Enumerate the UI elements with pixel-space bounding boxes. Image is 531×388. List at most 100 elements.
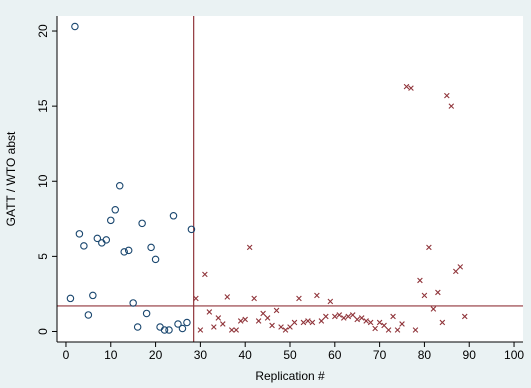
circle-point xyxy=(165,326,173,334)
circle-point xyxy=(129,299,137,307)
circle-point xyxy=(174,320,182,328)
x-tick-label: 100 xyxy=(504,348,524,362)
circle-point xyxy=(151,255,160,264)
circle-point xyxy=(66,294,75,303)
cross-point xyxy=(314,292,320,299)
cross-point xyxy=(260,310,266,317)
cross-point xyxy=(345,313,352,320)
cross-point xyxy=(269,322,275,329)
cross-point xyxy=(233,327,240,333)
x-axis-title: Replication # xyxy=(255,369,325,383)
cross-point xyxy=(202,271,208,278)
x-tick-label: 90 xyxy=(463,348,477,362)
cross-point xyxy=(444,92,450,99)
cross-point xyxy=(327,298,334,305)
y-tick-label: 15 xyxy=(36,99,50,113)
circle-point xyxy=(183,318,191,327)
plot-area xyxy=(57,16,523,342)
cross-point xyxy=(278,324,284,330)
circle-point xyxy=(187,225,196,234)
circle-point xyxy=(120,248,128,256)
x-tick-label: 80 xyxy=(418,348,432,362)
circle-point xyxy=(89,291,97,300)
x-tick-label: 40 xyxy=(239,348,253,362)
cross-point xyxy=(417,277,423,284)
cross-point xyxy=(291,319,298,326)
cross-point xyxy=(439,319,446,326)
circle-point xyxy=(160,326,169,334)
cross-point xyxy=(403,83,410,90)
circle-point xyxy=(124,246,133,255)
cross-point xyxy=(394,327,401,333)
cross-point xyxy=(323,313,329,320)
cross-point xyxy=(309,319,316,326)
x-tick-label: 60 xyxy=(328,348,342,362)
y-tick-label: 0 xyxy=(36,328,50,335)
cross-point xyxy=(242,316,248,323)
x-tick-label: 10 xyxy=(104,348,118,362)
cross-point xyxy=(211,324,217,330)
cross-point xyxy=(399,321,405,327)
cross-point xyxy=(206,309,213,315)
y-axis-ticks: 0 5 10 15 20 xyxy=(36,24,57,335)
x-axis-ticks: 0 10 20 30 40 50 60 70 80 90 100 xyxy=(63,342,524,362)
cross-point xyxy=(381,322,387,329)
circle-point xyxy=(107,216,115,225)
circle-point xyxy=(178,324,187,333)
circle-point xyxy=(84,311,93,319)
cross-point xyxy=(426,244,432,251)
data-markers xyxy=(66,22,468,334)
cross-point xyxy=(300,319,307,326)
circle-point xyxy=(169,212,178,220)
cross-point xyxy=(421,292,428,299)
cross-point xyxy=(435,289,441,296)
cross-point xyxy=(376,319,383,326)
y-tick-label: 10 xyxy=(36,174,50,188)
cross-point xyxy=(296,295,302,302)
circle-point xyxy=(142,309,151,318)
cross-point xyxy=(408,85,414,91)
cross-point xyxy=(215,315,222,321)
cross-point xyxy=(412,327,419,333)
cross-point xyxy=(219,321,226,327)
circle-point xyxy=(102,236,111,244)
cross-point xyxy=(354,316,361,323)
cross-point xyxy=(255,318,262,324)
cross-point xyxy=(246,244,253,251)
cross-point xyxy=(367,319,374,326)
cross-point xyxy=(264,315,271,321)
circle-point xyxy=(147,243,155,252)
circle-point xyxy=(115,182,124,190)
cross-point xyxy=(237,318,244,324)
cross-point xyxy=(318,318,325,324)
circle-point xyxy=(80,242,88,250)
cross-point xyxy=(363,318,369,324)
cross-point xyxy=(287,324,293,330)
cross-point xyxy=(251,295,257,302)
circle-point xyxy=(111,206,120,214)
cross-point xyxy=(282,327,289,333)
circle-point xyxy=(71,22,79,31)
circle-point xyxy=(133,323,142,331)
cross-point xyxy=(340,315,347,321)
circle-point xyxy=(138,219,146,228)
y-axis-title: GATT / WTO abst xyxy=(4,131,18,226)
cross-point xyxy=(452,268,459,275)
x-tick-label: 20 xyxy=(149,348,163,362)
y-tick-label: 5 xyxy=(36,253,50,260)
x-tick-label: 50 xyxy=(283,348,297,362)
cross-point xyxy=(461,313,468,320)
circle-point xyxy=(75,230,84,238)
cross-point xyxy=(336,312,343,318)
cross-point xyxy=(430,306,437,312)
x-tick-label: 70 xyxy=(373,348,387,362)
cross-point xyxy=(349,312,356,318)
cross-point xyxy=(448,103,455,109)
cross-point xyxy=(332,313,338,320)
cross-point xyxy=(372,325,378,332)
cross-point xyxy=(385,327,392,333)
cross-point xyxy=(224,294,231,300)
cross-point xyxy=(457,264,464,270)
cross-point xyxy=(193,295,199,302)
x-tick-label: 30 xyxy=(194,348,208,362)
